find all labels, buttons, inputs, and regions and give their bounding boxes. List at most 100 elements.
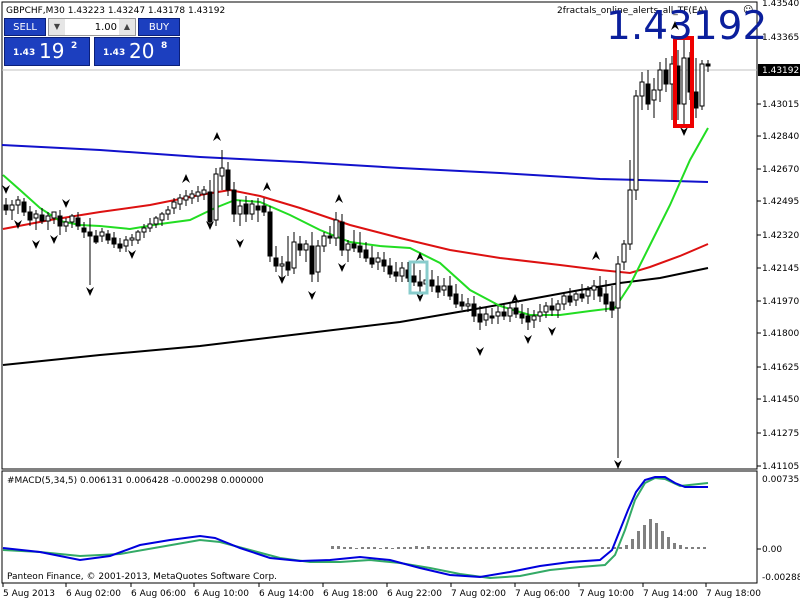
buy-button[interactable]: BUY (138, 18, 180, 36)
macd-histogram-bar (505, 547, 508, 549)
candle-body (51, 211, 57, 219)
candle-body (411, 275, 417, 283)
smiley-icon[interactable]: ☺ (743, 5, 753, 16)
fractal-down-icon (278, 275, 286, 284)
macd-histogram-bar (613, 547, 616, 549)
lot-size-control: ▼ ▲ (48, 18, 136, 36)
macd-histogram-bar (511, 547, 514, 549)
candle-body (351, 243, 357, 249)
candle-body (237, 205, 243, 215)
macd-axis-bottom: -0.002889 (762, 573, 800, 583)
time-axis-label: 6 Aug 22:00 (387, 589, 442, 599)
candle-body (195, 191, 201, 197)
macd-histogram-bar (577, 547, 580, 549)
one-click-trading-panel: SELL ▼ ▲ BUY 1.43 19 2 1.43 20 8 (4, 18, 180, 66)
macd-histogram-bar (661, 531, 664, 549)
lot-decrease-icon[interactable]: ▼ (49, 19, 65, 35)
symbol-info: GBPCHF,M30 1.43223 1.43247 1.43178 1.431… (6, 6, 225, 16)
price-axis-label: 1.43365 (762, 33, 799, 43)
candle-body (615, 263, 621, 309)
macd-histogram-bar (679, 545, 682, 549)
macd-histogram-bar (625, 545, 628, 549)
candle-body (177, 197, 183, 205)
candle-body (147, 223, 153, 229)
candle-body (129, 237, 135, 241)
bid-price-button[interactable]: 1.43 19 2 (4, 37, 90, 66)
lot-size-input[interactable] (67, 19, 117, 35)
macd-histogram-bar (367, 547, 370, 549)
macd-histogram-bar (451, 547, 454, 549)
candle-body (231, 189, 237, 215)
ma-blue-line (1, 144, 709, 183)
fractal-up-icon (592, 251, 600, 260)
time-axis-label: 6 Aug 14:00 (259, 589, 314, 599)
candle-body (261, 205, 267, 213)
macd-histogram-bar (559, 547, 562, 549)
candle-body (87, 231, 93, 237)
macd-histogram-bar (517, 547, 520, 549)
candle-body (447, 285, 453, 297)
fractal-up-icon (671, 21, 679, 30)
time-axis-label: 6 Aug 10:00 (194, 589, 249, 599)
macd-histogram-bar (487, 547, 490, 549)
price-axis-label: 1.42840 (762, 132, 799, 142)
macd-main-line (2, 476, 708, 579)
candle-body (27, 211, 33, 221)
fractal-down-icon (236, 239, 244, 248)
candle-body (141, 227, 147, 233)
candle-body (525, 315, 531, 323)
macd-histogram-bar (337, 546, 340, 549)
macd-histogram-bar (553, 547, 556, 549)
candle-body (375, 257, 381, 263)
fractal-down-icon (416, 293, 424, 302)
bid-price-fraction: 2 (71, 41, 78, 51)
macd-histogram-bar (439, 547, 442, 549)
fractal-down-icon (128, 250, 136, 259)
candle-body (639, 81, 645, 97)
macd-histogram-bar (361, 547, 364, 549)
candle-body (15, 199, 21, 206)
candle-body (531, 315, 537, 321)
candle-body (465, 303, 471, 307)
time-axis-label: 6 Aug 06:00 (131, 589, 186, 599)
bid-price-prefix: 1.43 (13, 48, 36, 58)
candle-body (279, 263, 285, 267)
candle-body (429, 279, 435, 287)
macd-histogram-bar (535, 547, 538, 549)
bid-price-pips: 19 (39, 39, 65, 63)
lot-increase-icon[interactable]: ▲ (119, 19, 135, 35)
candle-body (363, 249, 369, 259)
macd-histogram-bar (649, 519, 652, 549)
candle-body (627, 189, 633, 245)
candle-body (171, 201, 177, 209)
candle-body (597, 287, 603, 297)
fractal-up-icon (335, 194, 343, 203)
candle-body (69, 215, 75, 223)
candle-body (111, 237, 117, 245)
ask-price-button[interactable]: 1.43 20 8 (94, 37, 180, 66)
macd-histogram-bar (667, 537, 670, 549)
candle-body (135, 231, 141, 241)
fractal-up-icon (213, 132, 221, 141)
candle-body (183, 195, 189, 201)
macd-histogram-bar (469, 547, 472, 549)
candle-body (705, 63, 711, 67)
candle-body (249, 203, 255, 215)
sell-button[interactable]: SELL (4, 18, 46, 36)
macd-histogram-bar (355, 548, 358, 549)
candle-body (93, 235, 99, 243)
candle-body (483, 313, 489, 321)
candle-body (39, 214, 45, 222)
candle-body (81, 227, 87, 233)
macd-histogram-bar (379, 548, 382, 549)
fractal-arrows (2, 21, 688, 469)
candle-body (333, 219, 339, 239)
price-axis-label: 1.42670 (762, 165, 799, 175)
candle-body (225, 169, 231, 191)
candle-body (159, 213, 165, 221)
macd-histogram-bar (457, 547, 460, 549)
candle-body (693, 91, 699, 109)
candle-body (645, 83, 651, 105)
macd-histogram-bar (595, 547, 598, 549)
